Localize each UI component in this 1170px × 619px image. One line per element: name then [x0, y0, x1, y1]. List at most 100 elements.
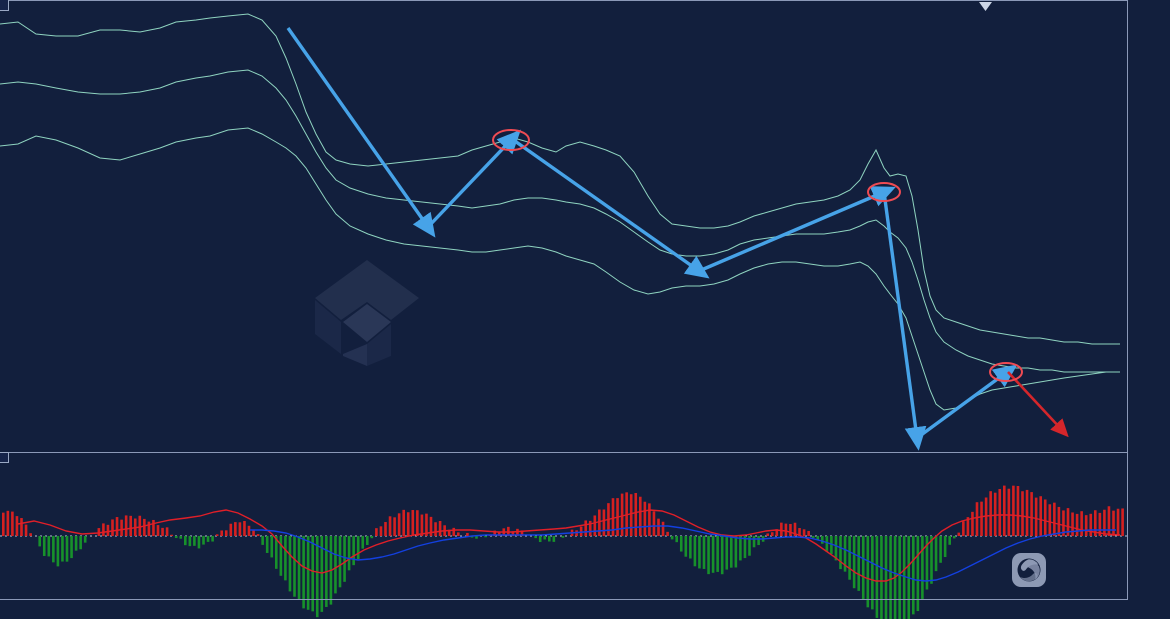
macd-histogram-bar [411, 510, 415, 536]
up-trend-arrow-1[interactable] [426, 129, 521, 229]
macd-histogram-bar [457, 532, 460, 536]
macd-histogram-bar [234, 522, 237, 536]
price-axis-line[interactable] [1127, 0, 1128, 600]
macd-histogram-bar [247, 525, 251, 536]
macd-histogram-bar [861, 536, 865, 600]
chart-top-border [0, 0, 1128, 1]
macd-histogram-bar [816, 536, 820, 540]
macd-histogram-bar [366, 536, 369, 545]
macd-histogram-bar [702, 536, 706, 569]
macd-histogram-bar [980, 501, 983, 536]
down-trend-arrow-3[interactable] [882, 191, 927, 451]
chart-shift-marker-icon[interactable] [979, 2, 992, 11]
macd-histogram-bar [1121, 508, 1124, 536]
time-axis-labels[interactable] [0, 600, 1128, 619]
down-trend-arrow-1[interactable] [286, 27, 436, 238]
wikifx-badge [1012, 553, 1053, 587]
macd-histogram-bar [83, 536, 87, 543]
macd-histogram-bar [666, 531, 669, 536]
macd-histogram-bar [1116, 508, 1120, 536]
macd-histogram-bar [716, 536, 719, 572]
macd-histogram-bar [270, 536, 274, 558]
macd-histogram-bar [857, 536, 860, 591]
down-trend-arrow-2[interactable] [511, 137, 710, 279]
marker-top-2[interactable] [867, 182, 901, 202]
macd-histogram-bar [743, 536, 747, 559]
macd-histogram-bar [670, 536, 674, 540]
macd-histogram-bar [61, 536, 64, 562]
macd-histogram-bar [962, 521, 965, 536]
up-trend-arrow-3[interactable] [915, 364, 1018, 440]
macd-histogram-bar [38, 536, 41, 547]
macd-histogram-bar [802, 529, 806, 536]
macd-histogram-bar [821, 536, 824, 544]
macd-histogram-bar [834, 536, 838, 561]
macd-histogram-bar [948, 536, 951, 545]
macd-histogram-bar [438, 520, 442, 536]
macd-histogram-bar [629, 494, 633, 536]
macd-histogram-bar [830, 536, 833, 555]
macd-histogram-bar [912, 536, 915, 615]
projection-arrow[interactable] [1007, 371, 1069, 438]
bollinger-lower-line [0, 127, 1120, 411]
macd-histogram-bar [375, 528, 378, 536]
macd-histogram-bar [124, 515, 128, 536]
macd-histogram-bar [74, 536, 78, 551]
macd-histogram-bar [311, 536, 314, 612]
macd-histogram-bar [1103, 509, 1106, 536]
macd-histogram-bar [42, 536, 46, 556]
macd-histogram-bar [770, 532, 774, 536]
macd-histogram-bar [784, 523, 788, 536]
macd-histogram-bar [1089, 513, 1093, 536]
macd-histogram-bar [584, 520, 587, 536]
panel-divider[interactable] [0, 452, 1128, 453]
macd-histogram-bar [179, 536, 183, 539]
macd-histogram-bar [302, 536, 305, 609]
macd-histogram-bar [152, 519, 155, 536]
macd-histogram-bar [475, 536, 478, 539]
macd-histogram-bar [661, 521, 665, 536]
macd-histogram-bar [898, 536, 901, 619]
marker-top-1[interactable] [492, 129, 530, 151]
macd-histogram-bar [6, 510, 10, 536]
macd-histogram-bar [284, 536, 287, 581]
macd-histogram-bar [338, 536, 342, 588]
macd-histogram-bar [511, 531, 515, 536]
macd-histogram-bar [1039, 496, 1042, 536]
macd-histogram-bar [1012, 485, 1015, 536]
time-axis-line [0, 599, 1128, 600]
macd-histogram-bar [1057, 506, 1061, 536]
macd-histogram-bar [261, 536, 264, 545]
macd-histogram-bar [343, 536, 346, 582]
macd-histogram-bar [320, 536, 324, 612]
macd-histogram-bar [1071, 512, 1074, 536]
macd-info-bar[interactable] [0, 452, 9, 463]
macd-histogram-bar [634, 493, 638, 536]
macd-histogram-bar [15, 516, 19, 536]
macd-histogram-bar [793, 522, 797, 536]
macd-histogram-bar [689, 536, 692, 559]
macd-histogram-bar [347, 536, 351, 571]
macd-histogram-bar [1084, 515, 1088, 536]
macd-histogram-bar [229, 523, 233, 536]
macd-histogram-bar [1034, 497, 1038, 536]
macd-histogram-bar [184, 536, 187, 546]
macd-histogram-bar [188, 536, 192, 547]
up-trend-arrow-2[interactable] [698, 186, 896, 273]
macd-histogram-bar [20, 518, 23, 536]
chart-drawings[interactable] [286, 27, 1069, 451]
macd-histogram-bar [1066, 508, 1070, 536]
macd-histogram-bar [720, 536, 724, 575]
macd-histogram-bar [1030, 492, 1033, 536]
macd-histogram-bar [952, 536, 956, 539]
macd-histogram-bar [315, 536, 319, 618]
macd-histogram-bar [675, 536, 678, 543]
macd-histogram-bar [429, 516, 433, 536]
macd-signal-line [250, 525, 1116, 582]
macd-histogram-bar [170, 534, 173, 536]
marker-top-3[interactable] [989, 362, 1023, 382]
symbol-info-bar[interactable] [0, 0, 9, 11]
macd-histogram-bar [402, 509, 405, 536]
